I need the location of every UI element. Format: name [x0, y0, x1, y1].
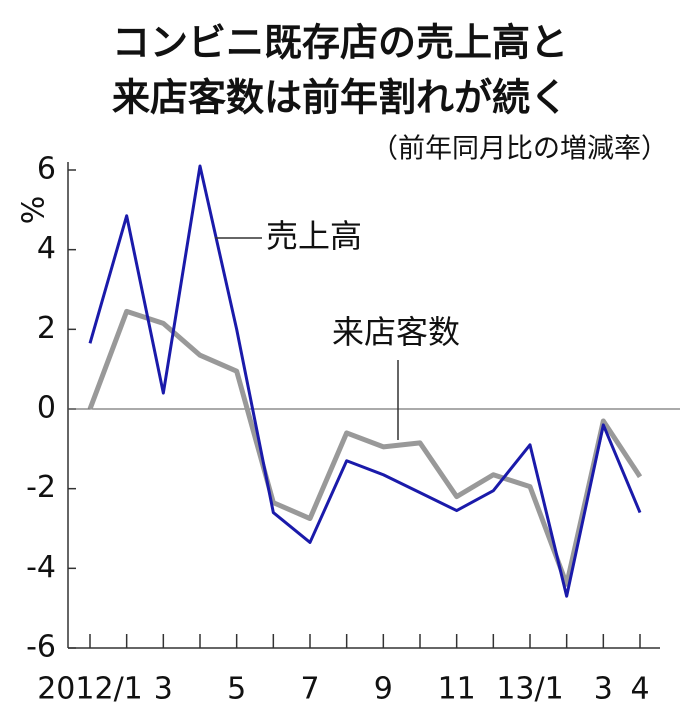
x-tick-label: 7	[300, 672, 319, 707]
line	[87, 308, 643, 587]
series-label: 売上高	[266, 217, 362, 255]
line	[88, 164, 642, 598]
x-tick-label: 3	[594, 672, 613, 707]
y-tick-label: 0	[37, 391, 56, 426]
x-tick-label: 3	[154, 672, 173, 707]
y-tick-label: -6	[26, 630, 56, 665]
series-label: 来店客数	[332, 313, 460, 351]
x-tick-label: 2012/1	[37, 672, 143, 707]
chart-subtitle: （前年同月比の増減率）	[371, 134, 668, 165]
x-tick-label: 4	[630, 672, 649, 707]
x-tick-label: 13/1	[496, 672, 563, 707]
y-tick-label: -2	[26, 470, 56, 505]
y-tick-label: -4	[26, 550, 56, 585]
y-tick-label: 6	[37, 152, 56, 187]
y-axis-label: %	[14, 196, 49, 225]
y-tick-label: 2	[37, 311, 56, 346]
x-tick-label: 9	[374, 672, 393, 707]
y-tick-label: 4	[37, 231, 56, 266]
x-tick-label: 11	[438, 672, 476, 707]
x-tick-label: 5	[227, 672, 246, 707]
chart-title: 来店客数は前年割れが続く	[112, 76, 568, 120]
chart-title: コンビニ既存店の売上高と	[112, 21, 568, 65]
